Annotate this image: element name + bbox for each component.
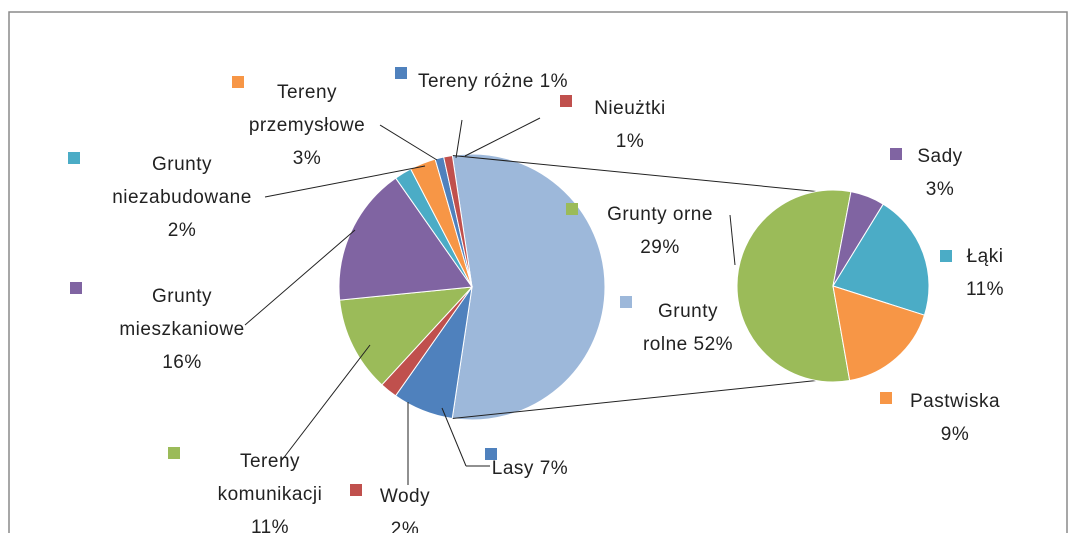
pie-slice <box>443 154 473 288</box>
leader-line <box>729 214 736 266</box>
leader-line <box>281 344 371 461</box>
legend-marker <box>68 152 80 164</box>
legend-marker <box>232 76 244 88</box>
value-label: 2% <box>390 519 420 533</box>
leader-line <box>244 229 356 326</box>
category-label: Łąki <box>966 246 1004 267</box>
pie-slice <box>832 285 926 382</box>
data-label: Nieużtki 1% <box>585 92 675 158</box>
leader-line <box>441 407 467 467</box>
legend-marker <box>350 484 362 496</box>
value-label: 3% <box>292 148 322 169</box>
value-label: 9% <box>940 424 970 445</box>
legend-marker <box>566 203 578 215</box>
data-label: Lasy 7% <box>485 452 575 485</box>
leader-line <box>464 117 541 157</box>
category-label: Grunty mieszkaniowe <box>119 286 245 340</box>
value-label: 16% <box>162 352 202 373</box>
value-label: 29% <box>640 237 680 258</box>
value-label: 11% <box>965 279 1005 300</box>
value-label: 11% <box>250 517 290 533</box>
category-label: Tereny komunikacji <box>217 451 323 505</box>
data-label: Grunty niezabudowane 2% <box>107 148 257 247</box>
chart-border <box>8 11 1068 533</box>
leader-line <box>264 165 426 198</box>
data-label: Sady 3% <box>905 140 975 206</box>
value-label: 52% <box>693 334 734 355</box>
connector-line <box>452 380 817 420</box>
pie-slice <box>339 286 474 386</box>
data-label: Wody 2% <box>365 480 445 533</box>
data-label: Grunty mieszkaniowe 16% <box>107 280 257 379</box>
pie-slice <box>451 153 606 421</box>
pie-slice <box>338 177 473 301</box>
pie-slice <box>832 203 930 316</box>
data-label: Pastwiska 9% <box>900 385 1010 451</box>
legend-marker <box>620 296 632 308</box>
data-label: Grunty rolne 52% <box>638 295 738 361</box>
leader-line <box>455 119 463 159</box>
legend-marker <box>70 282 82 294</box>
data-label: Tereny komunikacji 11% <box>205 445 335 533</box>
category-label: Wody <box>379 486 431 507</box>
category-label: Grunty orne <box>607 204 713 225</box>
category-label: Grunty niezabudowane <box>112 154 252 208</box>
legend-marker <box>395 67 407 79</box>
legend-marker <box>880 392 892 404</box>
category-label: Tereny przemysłowe <box>248 82 366 136</box>
legend-marker <box>940 250 952 262</box>
data-label: Tereny różne 1% <box>408 65 578 98</box>
category-label: Sady <box>917 146 963 167</box>
value-label: 1% <box>539 71 569 92</box>
value-label: 7% <box>539 458 569 479</box>
value-label: 3% <box>925 179 955 200</box>
data-label: Łąki 11% <box>950 240 1020 306</box>
legend-marker <box>485 448 497 460</box>
pie-slice <box>736 189 852 383</box>
category-label: Nieużtki <box>594 98 666 119</box>
value-label: 1% <box>615 131 645 152</box>
connector-line <box>452 154 817 192</box>
category-label: Lasy <box>491 458 534 479</box>
value-label: 2% <box>167 220 197 241</box>
category-label: Tereny różne <box>417 71 534 92</box>
legend-marker <box>168 447 180 459</box>
legend-marker <box>890 148 902 160</box>
leader-line <box>379 124 438 161</box>
data-label: Tereny przemysłowe 3% <box>242 76 372 175</box>
category-label: Pastwiska <box>909 391 1001 412</box>
category-label: Grunty rolne <box>642 301 719 355</box>
legend-marker <box>560 95 572 107</box>
data-label: Grunty orne 29% <box>600 198 720 264</box>
